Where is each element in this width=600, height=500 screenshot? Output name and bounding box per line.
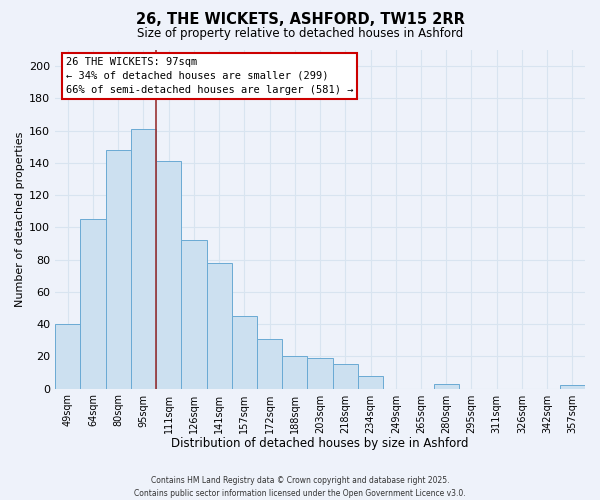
Bar: [232, 316, 257, 388]
Text: 26 THE WICKETS: 97sqm
← 34% of detached houses are smaller (299)
66% of semi-det: 26 THE WICKETS: 97sqm ← 34% of detached …: [66, 57, 353, 95]
Bar: [206, 263, 232, 388]
Bar: [55, 324, 80, 388]
Bar: [131, 129, 156, 388]
Bar: [282, 356, 307, 388]
Bar: [80, 220, 106, 388]
Bar: [181, 240, 206, 388]
Bar: [156, 162, 181, 388]
Y-axis label: Number of detached properties: Number of detached properties: [15, 132, 25, 307]
Bar: [257, 338, 282, 388]
Text: 26, THE WICKETS, ASHFORD, TW15 2RR: 26, THE WICKETS, ASHFORD, TW15 2RR: [136, 12, 464, 28]
Bar: [332, 364, 358, 388]
Bar: [106, 150, 131, 388]
Bar: [560, 386, 585, 388]
X-axis label: Distribution of detached houses by size in Ashford: Distribution of detached houses by size …: [172, 437, 469, 450]
Bar: [434, 384, 459, 388]
Text: Contains HM Land Registry data © Crown copyright and database right 2025.
Contai: Contains HM Land Registry data © Crown c…: [134, 476, 466, 498]
Bar: [358, 376, 383, 388]
Text: Size of property relative to detached houses in Ashford: Size of property relative to detached ho…: [137, 28, 463, 40]
Bar: [307, 358, 332, 388]
